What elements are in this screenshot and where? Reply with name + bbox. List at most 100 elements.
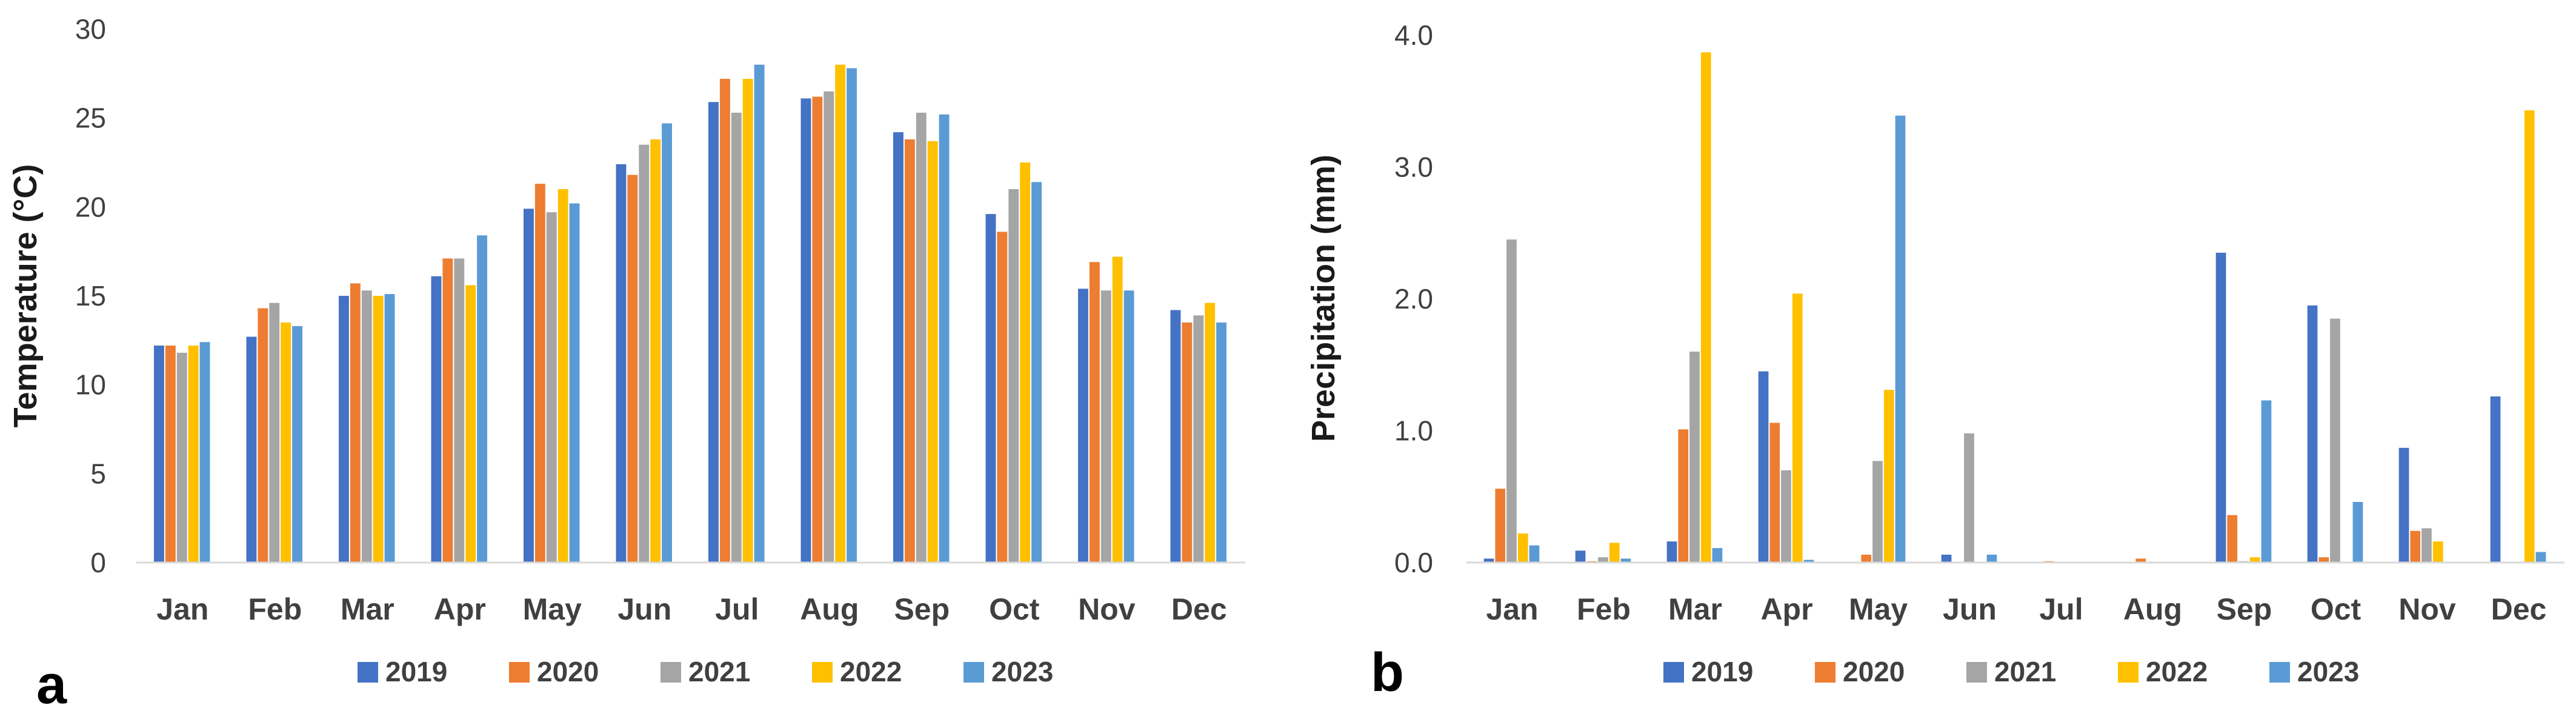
legend-label: 2020 (537, 656, 599, 687)
panel-label: b (1371, 643, 1404, 703)
x-tick-label: Sep (894, 592, 950, 626)
x-tick-label: Mar (1668, 592, 1722, 626)
bar-2021-may (546, 212, 557, 563)
bar-2023-aug (847, 68, 857, 563)
bar-2023-mar (384, 294, 395, 563)
x-tick-label: Dec (1171, 592, 1227, 626)
bar-2021-may (1872, 461, 1883, 563)
legend-swatch-2021 (661, 662, 681, 683)
bar-2019-jun (616, 164, 627, 563)
bar-2021-jan (1506, 239, 1517, 563)
bar-2022-dec (2524, 110, 2535, 563)
bar-2022-jan (1517, 533, 1528, 563)
bar-2019-mar (339, 296, 349, 563)
y-tick-label: 30 (75, 13, 106, 45)
panel-label: a (36, 655, 67, 715)
bar-2022-nov (2432, 541, 2443, 563)
y-axis-title: Precipitation (mm) (1305, 155, 1342, 442)
bar-2020-may (1861, 555, 1872, 563)
bar-2022-feb (281, 322, 291, 563)
bar-2021-jul (731, 112, 742, 563)
legend-label: 2019 (385, 656, 447, 687)
legend-swatch-2019 (1663, 662, 1684, 683)
x-tick-label: Mar (341, 592, 394, 626)
bar-2021-jun (639, 144, 650, 563)
bar-2023-apr (477, 235, 487, 563)
bar-2023-apr (1803, 560, 1814, 563)
bar-2023-jan (199, 342, 210, 563)
bar-2022-apr (1792, 293, 1803, 563)
legend-label: 2020 (1843, 656, 1905, 687)
bar-2019-apr (431, 276, 442, 563)
bar-2019-jan (154, 346, 164, 563)
bar-2020-mar (350, 283, 361, 563)
x-tick-label: Jul (715, 592, 759, 626)
legend-swatch-2022 (812, 662, 833, 683)
x-tick-label: May (1849, 592, 1908, 626)
x-tick-label: Oct (2311, 592, 2361, 626)
bar-2022-nov (1112, 256, 1123, 563)
bar-2021-jun (1964, 433, 1974, 563)
legend-label: 2022 (840, 656, 902, 687)
bar-2023-nov (1123, 290, 1134, 563)
bar-2023-mar (1712, 548, 1723, 563)
bar-2023-may (1895, 115, 1906, 563)
x-tick-label: Oct (989, 592, 1040, 626)
bar-2023-dec (1216, 322, 1226, 563)
y-tick-label: 2.0 (1394, 283, 1433, 315)
bar-2022-dec (1205, 302, 1216, 563)
bar-2020-may (534, 184, 545, 563)
y-tick-label: 0 (90, 547, 106, 578)
legend-label: 2021 (1994, 656, 2056, 687)
bar-2023-sep (939, 114, 950, 563)
bar-2021-nov (1100, 290, 1111, 563)
bar-2023-jun (662, 123, 672, 563)
x-tick-label: Aug (800, 592, 859, 626)
bar-2022-jan (188, 346, 199, 563)
legend-label: 2022 (2146, 656, 2208, 687)
bar-2021-nov (2421, 528, 2432, 563)
bar-2020-jul (719, 79, 730, 563)
y-tick-label: 5 (90, 458, 106, 489)
bar-2022-mar (373, 296, 384, 563)
legend-label: 2023 (2297, 656, 2359, 687)
bar-2023-jun (1986, 555, 1997, 563)
bar-2023-jul (754, 64, 765, 563)
bar-2020-nov (2410, 530, 2421, 563)
legend-label: 2019 (1691, 656, 1753, 687)
bar-2019-aug (800, 98, 811, 563)
bar-2022-apr (465, 285, 476, 563)
bar-2022-mar (1700, 52, 1711, 563)
bar-2020-apr (1769, 423, 1780, 563)
bar-2019-dec (2490, 396, 2501, 563)
bar-2023-may (569, 203, 580, 563)
bar-2022-jul (742, 79, 753, 563)
bar-2022-may (1883, 390, 1894, 563)
bar-2021-aug (824, 91, 834, 563)
bar-2019-nov (1078, 289, 1088, 563)
bar-2022-sep (2249, 557, 2260, 563)
bar-2020-apr (442, 258, 453, 563)
bar-2022-feb (1609, 543, 1620, 563)
y-tick-label: 20 (75, 191, 106, 222)
x-tick-label: Nov (1078, 592, 1136, 626)
bar-2023-feb (292, 326, 302, 563)
y-tick-label: 10 (75, 369, 106, 401)
bar-2023-jan (1529, 545, 1540, 563)
bar-2020-oct (997, 232, 1008, 563)
bar-2019-feb (1575, 550, 1586, 563)
bar-2020-jun (627, 175, 638, 563)
bar-2023-feb (1620, 558, 1631, 563)
bar-2020-mar (1678, 429, 1689, 563)
bar-2021-oct (2330, 318, 2340, 563)
bar-2021-apr (1781, 470, 1791, 563)
bar-2019-nov (2398, 447, 2409, 563)
bar-2023-dec (2535, 552, 2546, 563)
x-tick-label: Jun (617, 592, 671, 626)
x-tick-label: Jul (2039, 592, 2083, 626)
temperature-chart: 0 5 10 15 20 25 30 Temperature (°C) Jan Feb Mar Apr… (7, 13, 1245, 715)
bar-2019-jun (1941, 555, 1952, 563)
x-tick-label: Nov (2398, 592, 2456, 626)
legend-label: 2023 (991, 656, 1053, 687)
bar-2020-jan (1495, 489, 1506, 563)
